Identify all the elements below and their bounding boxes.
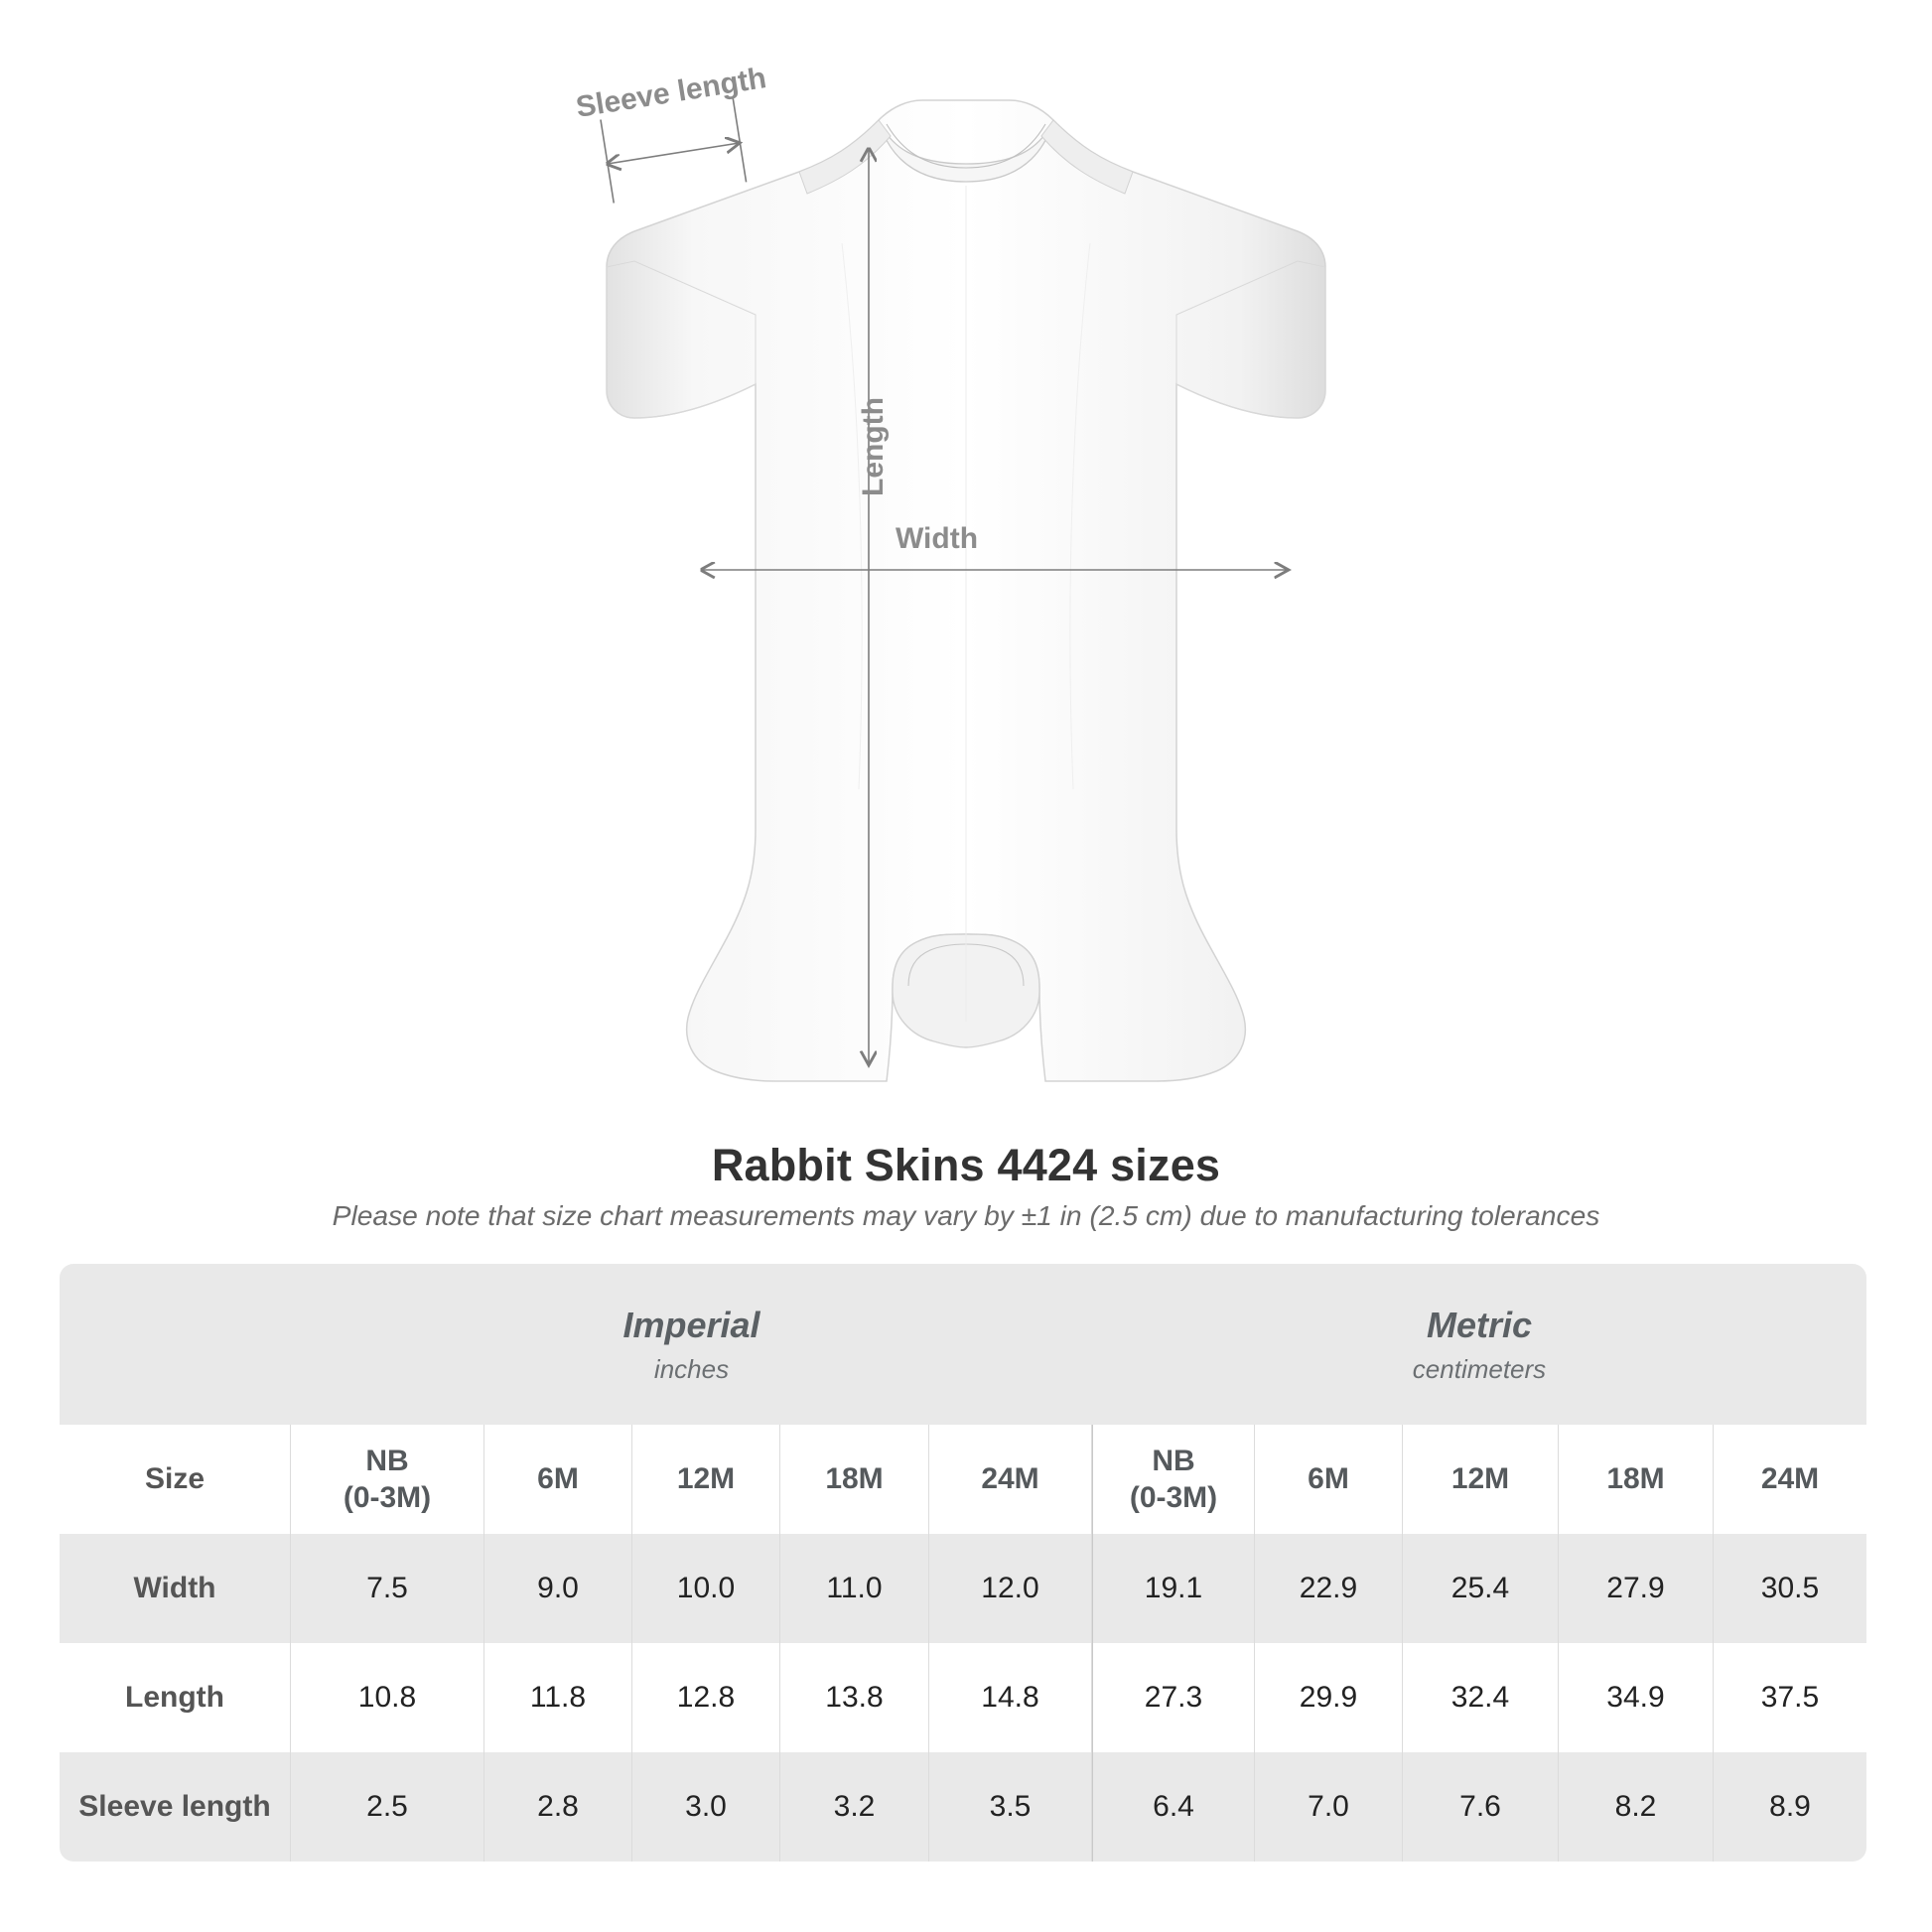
- svg-text:Width: Width: [896, 522, 978, 555]
- svg-text:Sleeve length: Sleeve length: [574, 62, 768, 124]
- svg-text:Length: Length: [857, 397, 890, 496]
